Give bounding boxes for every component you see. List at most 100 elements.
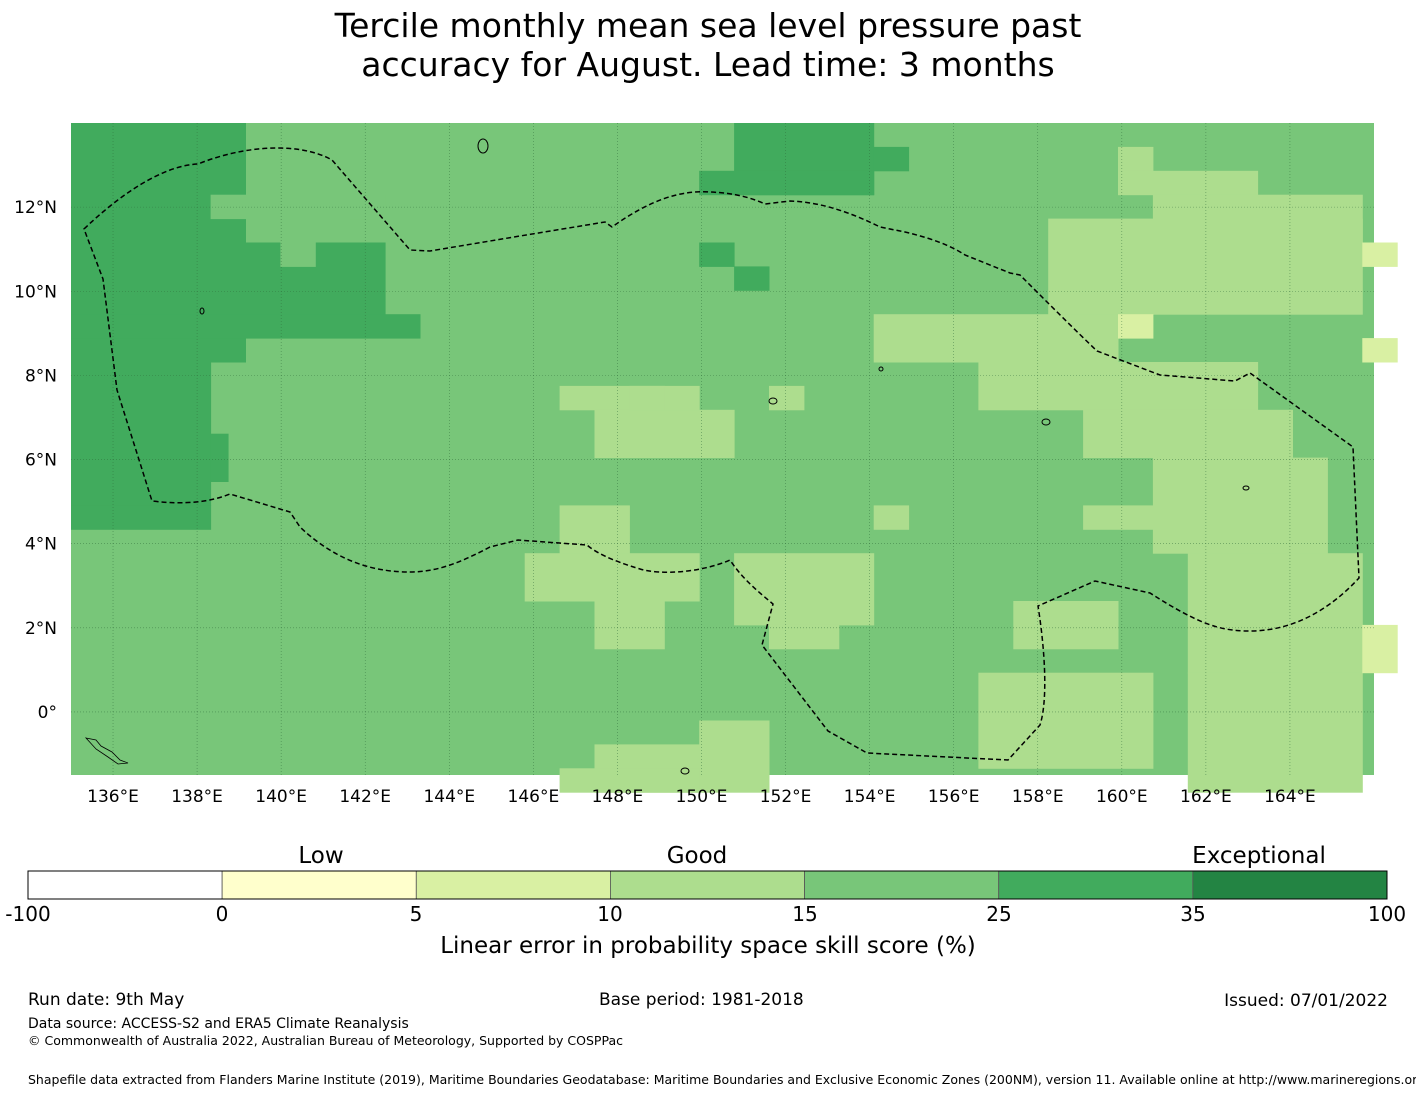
skill-cell [1152,457,1328,554]
copyright: © Commonwealth of Australia 2022, Austra… [28,1033,623,1048]
skill-cell [1187,553,1363,674]
colorbar-segment [415,870,611,900]
skill-cell [629,385,665,411]
colorbar-category-low: Low [298,843,344,869]
island-outline [84,737,129,765]
skill-cell [978,672,1154,769]
colorbar-tick: 5 [409,902,423,926]
colorbar-frame [27,870,1388,900]
longitude-label: 152°E [760,787,812,807]
skill-cell [699,720,770,745]
shapefile-credit: Shapefile data extracted from Flanders M… [28,1072,1416,1087]
colorbar-label: Linear error in probability space skill … [440,933,976,959]
longitude-label: 160°E [1096,787,1148,807]
eez-boundary [83,147,1360,761]
skill-cell [71,362,212,506]
longitude-label: 140°E [255,787,307,807]
skill-cell [978,362,1259,411]
skill-cell [594,409,735,459]
skill-cell [71,338,246,363]
colorbar-tick: 0 [215,902,229,926]
longitude-label: 158°E [1012,787,1064,807]
skill-cell [1362,624,1398,674]
skill-cell [210,194,246,220]
longitude-labels: 136°E 138°E 140°E 142°E 144°E 146°E 148°E 150°E… [87,787,1316,807]
longitude-label: 142°E [339,787,391,807]
skill-cell [71,242,386,315]
island-outline [878,366,884,372]
latitude-label: 4°N [25,535,57,555]
skill-cell [1048,218,1363,315]
base-period: Base period: 1981-2018 [599,990,804,1010]
colorbar-tick: 35 [1180,902,1206,926]
island-outline [1242,485,1250,491]
title-line-1: Tercile monthly mean sea level pressure … [334,6,1082,45]
skill-cell [699,242,735,267]
island-outline [1041,418,1051,426]
longitude-label: 136°E [87,787,139,807]
skill-cell [769,624,840,650]
skill-cell [71,314,421,339]
longitude-label: 148°E [592,787,644,807]
skill-cell [734,553,875,626]
skill-cell [71,505,212,530]
latitude-label: 0° [38,703,57,723]
latitude-label: 8°N [25,366,57,386]
skill-cell [873,314,1119,363]
skill-cell [664,385,700,411]
island-outline [768,397,778,405]
colorbar-tick: 10 [597,902,623,926]
colorbar-tick: 25 [986,902,1012,926]
longitude-label: 150°E [676,787,728,807]
skill-cell [71,123,246,243]
island-outlines [84,138,1250,775]
colorbar-segment [221,870,417,900]
latitude-labels: 12°N 10°N 8°N 6°N 4°N 2°N 0° [14,198,57,723]
skill-cell [1118,146,1154,172]
skill-cell [210,433,229,482]
skill-cell [699,170,875,196]
skill-cell [1118,314,1154,339]
colorbar-segment [1192,870,1388,900]
skill-cell [594,601,665,650]
colorbar-segment [27,870,223,900]
colorbar-segment [998,870,1194,900]
run-date: Run date: 9th May [28,990,185,1010]
island-outline [680,767,690,775]
skill-cell [734,266,770,291]
longitude-label: 156°E [928,787,980,807]
colorbar-segment [804,870,1000,900]
latitude-label: 6°N [25,451,57,471]
skill-cell [1013,601,1119,650]
colorbar-tick: 15 [792,902,818,926]
skill-cell [873,505,910,530]
skill-cell [1187,672,1363,793]
skill-cell [280,242,316,267]
longitude-label: 144°E [423,787,475,807]
colorbar-tick: 100 [1367,902,1407,926]
latitude-label: 10°N [14,282,57,302]
longitude-label: 164°E [1264,787,1316,807]
skill-cell [559,768,700,793]
longitude-label: 162°E [1180,787,1232,807]
colorbar-tick: -100 [5,902,51,926]
colorbar-category-exceptional: Exceptional [1192,843,1326,869]
issued-date: Issued: 07/01/2022 [1224,991,1388,1011]
skill-cell [524,553,700,602]
skill-cell [873,146,910,172]
longitude-label: 138°E [171,787,223,807]
latitude-label: 12°N [14,198,57,218]
longitude-label: 146°E [508,787,560,807]
map-title: Tercile monthly mean sea level pressure … [0,6,1416,84]
island-outline [199,307,205,315]
skill-cell [1083,505,1154,530]
title-line-2: accuracy for August. Lead time: 3 months [361,45,1055,84]
skill-cell [559,505,630,554]
skill-score-grid [71,123,1398,793]
skill-cell [1083,409,1293,459]
colorbar [27,870,1388,900]
island-outline [477,138,489,154]
skill-cell [1118,170,1259,196]
data-source: Data source: ACCESS-S2 and ERA5 Climate … [28,1016,409,1032]
